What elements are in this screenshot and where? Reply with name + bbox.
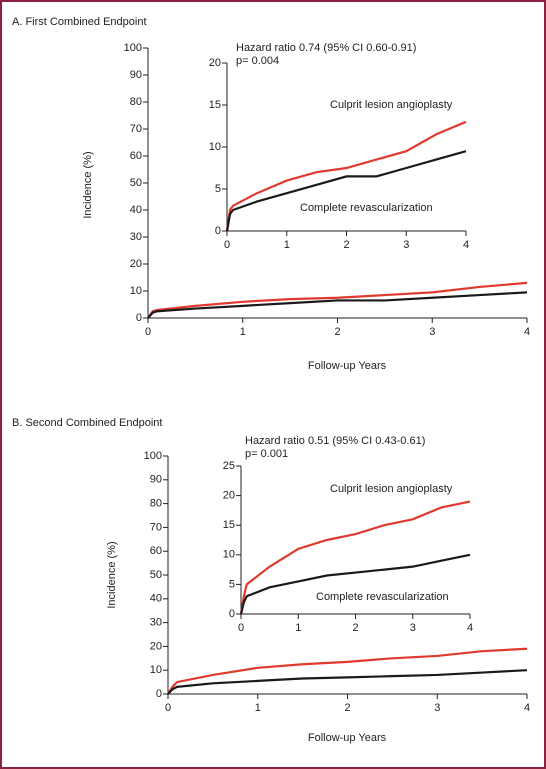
x-axis-label: Follow-up Years <box>308 732 387 744</box>
series-line <box>239 500 471 615</box>
x-tick-label: 3 <box>434 702 440 714</box>
x-tick-label: 1 <box>284 239 290 251</box>
x-tick-label: 1 <box>240 326 246 338</box>
y-tick-label: 60 <box>150 545 162 557</box>
x-tick-label: 4 <box>467 622 473 634</box>
x-tick-label: 0 <box>165 702 171 714</box>
x-tick-label: 2 <box>352 622 358 634</box>
y-tick-label: 20 <box>130 258 142 270</box>
x-tick-label: 1 <box>295 622 301 634</box>
x-axis-label: Follow-up Years <box>308 360 387 372</box>
panel-title: B. Second Combined Endpoint <box>12 417 162 429</box>
y-tick-label: 0 <box>215 225 221 237</box>
y-tick-label: 100 <box>144 450 162 462</box>
x-tick-label: 0 <box>238 622 244 634</box>
y-tick-label: 80 <box>130 96 142 108</box>
y-tick-label: 70 <box>150 521 162 533</box>
x-tick-label: 3 <box>410 622 416 634</box>
annotation: Hazard ratio 0.74 (95% CI 0.60-0.91) <box>236 42 416 54</box>
x-tick-label: 3 <box>429 326 435 338</box>
series-label: Culprit lesion angioplasty <box>330 483 453 495</box>
series-label: Complete revascularization <box>316 591 449 603</box>
series-line <box>167 647 528 695</box>
y-tick-label: 10 <box>150 664 162 676</box>
y-tick-label: 20 <box>223 490 235 502</box>
x-tick-label: 2 <box>344 702 350 714</box>
x-tick-label: 4 <box>524 702 530 714</box>
x-tick-label: 4 <box>463 239 469 251</box>
x-tick-label: 2 <box>343 239 349 251</box>
y-tick-label: 5 <box>215 183 221 195</box>
series-line <box>147 281 528 319</box>
x-tick-label: 0 <box>145 326 151 338</box>
series-label: Complete revascularization <box>300 202 433 214</box>
y-tick-label: 30 <box>130 231 142 243</box>
y-tick-label: 40 <box>150 593 162 605</box>
y-tick-label: 10 <box>223 549 235 561</box>
annotation: p= 0.001 <box>245 448 288 460</box>
y-tick-label: 0 <box>156 688 162 700</box>
x-tick-label: 0 <box>224 239 230 251</box>
annotation: Hazard ratio 0.51 (95% CI 0.43-0.61) <box>245 435 425 447</box>
y-tick-label: 20 <box>150 640 162 652</box>
x-tick-label: 2 <box>334 326 340 338</box>
y-tick-label: 90 <box>150 474 162 486</box>
y-axis-label: Incidence (%) <box>106 541 118 608</box>
series-line <box>167 669 528 695</box>
y-tick-label: 60 <box>130 150 142 162</box>
y-tick-label: 50 <box>150 569 162 581</box>
y-tick-label: 70 <box>130 123 142 135</box>
y-tick-label: 15 <box>209 99 221 111</box>
x-tick-label: 3 <box>403 239 409 251</box>
series-line <box>239 553 471 615</box>
y-tick-label: 80 <box>150 498 162 510</box>
y-tick-label: 0 <box>229 608 235 620</box>
y-tick-label: 10 <box>130 285 142 297</box>
series-line <box>225 150 467 232</box>
y-tick-label: 25 <box>223 460 235 472</box>
y-tick-label: 30 <box>150 617 162 629</box>
y-tick-label: 20 <box>209 57 221 69</box>
x-tick-label: 1 <box>255 702 261 714</box>
y-tick-label: 0 <box>136 312 142 324</box>
y-axis-label: Incidence (%) <box>82 151 94 218</box>
y-tick-label: 15 <box>223 519 235 531</box>
series-line <box>147 291 528 319</box>
y-tick-label: 5 <box>229 578 235 590</box>
y-tick-label: 100 <box>124 42 142 54</box>
series-line <box>225 120 467 232</box>
y-tick-label: 10 <box>209 141 221 153</box>
annotation: p= 0.004 <box>236 55 279 67</box>
y-tick-label: 40 <box>130 204 142 216</box>
panel-title: A. First Combined Endpoint <box>12 16 147 28</box>
x-tick-label: 4 <box>524 326 530 338</box>
series-label: Culprit lesion angioplasty <box>330 99 453 111</box>
y-tick-label: 90 <box>130 69 142 81</box>
y-tick-label: 50 <box>130 177 142 189</box>
